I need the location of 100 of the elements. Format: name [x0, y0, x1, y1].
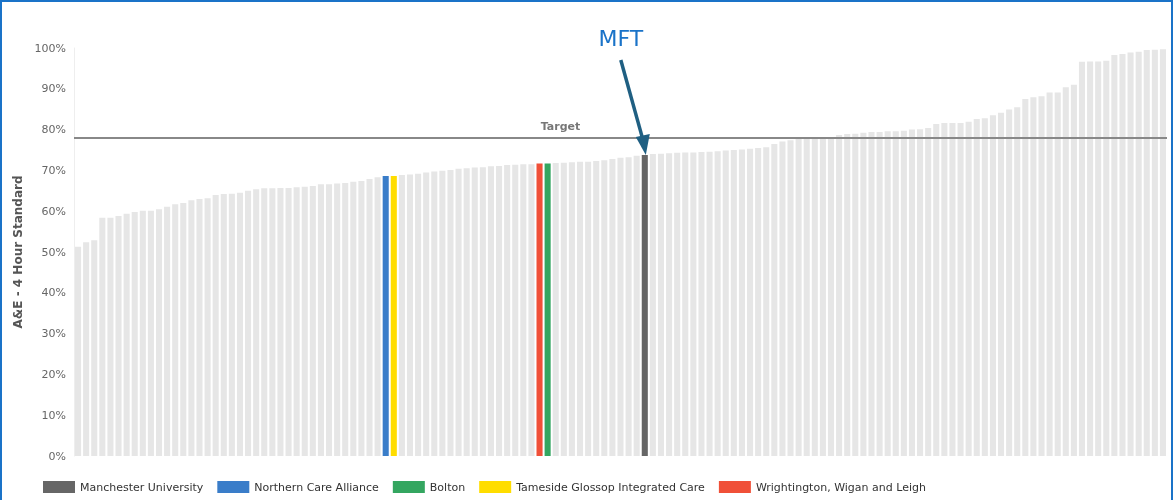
bar [139, 210, 146, 456]
bar [463, 168, 470, 456]
y-tick-label: 40% [41, 286, 66, 300]
bar [91, 240, 98, 456]
bar [690, 152, 697, 456]
bar [479, 167, 486, 456]
bar [933, 123, 940, 456]
bar [568, 162, 575, 456]
bar [674, 152, 681, 456]
y-tick-label: 20% [41, 367, 66, 381]
bar [941, 123, 948, 456]
bar [1087, 61, 1094, 456]
bar [204, 198, 211, 456]
bar [415, 173, 422, 456]
bar [487, 166, 494, 456]
bar [236, 192, 244, 456]
bar [981, 118, 988, 456]
bar [601, 160, 608, 456]
y-tick-label: 30% [41, 327, 66, 341]
bar [455, 168, 462, 456]
bar [536, 163, 543, 456]
bar [326, 184, 333, 456]
bar [350, 181, 357, 456]
bar [342, 183, 349, 456]
bar [123, 213, 130, 456]
bar [1078, 61, 1086, 456]
bar [358, 181, 365, 456]
bar [196, 198, 203, 456]
bar [949, 123, 956, 456]
y-axis-title: A&E - 4 Hour Standard [10, 175, 25, 329]
bar [180, 203, 187, 456]
bar [309, 185, 316, 456]
bar [431, 171, 438, 456]
bar [682, 152, 689, 456]
bar [245, 190, 252, 456]
y-tick-label: 90% [41, 82, 66, 96]
bar [738, 149, 745, 456]
bar [293, 187, 300, 456]
bar [811, 138, 818, 456]
legend-label: Bolton [429, 480, 466, 494]
bar [1014, 107, 1021, 456]
bar [155, 209, 163, 456]
bar [83, 242, 90, 456]
bar [1135, 51, 1142, 456]
bar [447, 169, 454, 456]
bar [99, 217, 106, 456]
bar [366, 178, 373, 456]
bar [172, 204, 179, 456]
bar [844, 134, 851, 456]
bar [1038, 96, 1045, 456]
bar [423, 172, 430, 456]
bar [1151, 49, 1158, 456]
bar [334, 183, 341, 456]
bar [747, 148, 754, 456]
bar [836, 134, 843, 456]
bar [220, 194, 227, 456]
bar [755, 147, 762, 456]
bar [876, 132, 883, 456]
bar [803, 138, 810, 456]
bar [382, 176, 389, 456]
bar [625, 157, 632, 456]
bar [374, 177, 381, 456]
bar [228, 193, 235, 456]
bar [730, 150, 737, 456]
bar [925, 127, 932, 456]
bar [560, 162, 567, 456]
bar [544, 163, 551, 456]
bar [779, 141, 786, 456]
bar [398, 174, 405, 456]
bar [164, 206, 171, 456]
bar [439, 170, 446, 456]
bar [957, 123, 964, 456]
bar [827, 137, 835, 456]
bar [1054, 92, 1061, 456]
bar [989, 115, 996, 456]
bar [317, 184, 324, 456]
bar [722, 150, 729, 456]
bar [917, 129, 924, 456]
y-tick-label: 80% [41, 123, 66, 137]
bar [285, 187, 292, 456]
y-tick-label: 0% [48, 449, 66, 463]
bar [997, 112, 1005, 456]
bar [277, 187, 284, 456]
legend-label: Tameside Glossop Integrated Care [515, 480, 706, 494]
bar [115, 216, 122, 456]
bar [852, 133, 859, 456]
bar [1022, 99, 1029, 456]
bar [1046, 92, 1053, 456]
bar [131, 212, 138, 456]
bar [771, 143, 778, 456]
bar [212, 194, 219, 456]
y-tick-label: 70% [41, 163, 66, 177]
bar [528, 164, 535, 456]
bar [706, 151, 713, 456]
bar [657, 153, 665, 456]
bar [609, 158, 616, 456]
bar [892, 131, 899, 456]
bar [617, 157, 624, 456]
bar [860, 132, 867, 456]
bar [884, 131, 891, 456]
